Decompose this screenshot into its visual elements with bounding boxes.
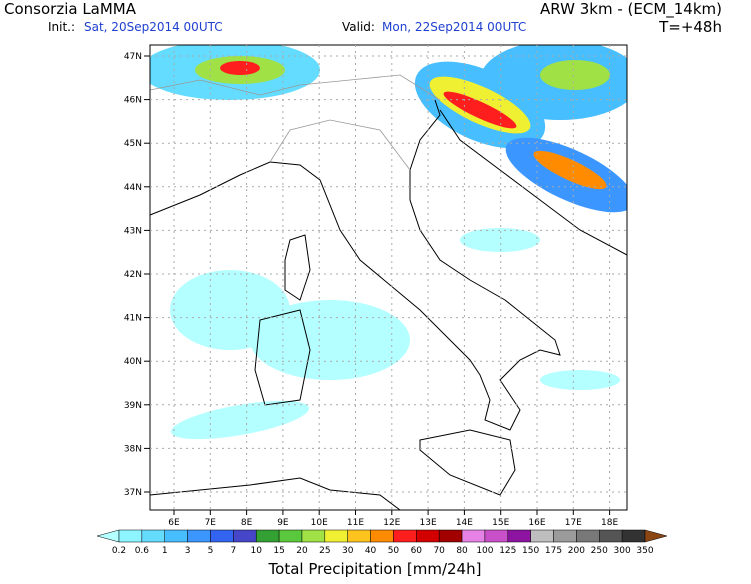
colorbar-label: 3 [185,546,191,556]
colorbar-box [438,529,463,543]
colorbar-label: 125 [499,546,516,556]
lon-label: 9E [277,518,289,528]
lon-label: 14E [456,518,473,528]
lat-label: 39N [124,401,142,411]
lat-label: 43N [124,226,142,236]
colorbar-label: 15 [273,546,284,556]
colorbar-label: 250 [591,546,608,556]
colorbar-label: 40 [365,546,377,556]
colorbar-label: 7 [230,546,236,556]
colorbar-box [576,529,600,543]
lon-label: 15E [492,518,509,528]
colorbar-box [507,529,531,543]
colorbar-box [393,529,417,543]
colorbar-label: 80 [456,546,468,556]
colorbar-label: 200 [568,546,585,556]
coastlines [149,99,628,511]
lon-label: 12E [383,518,400,528]
model: ARW 3km - (ECM_14km) [540,0,722,19]
colorbar-label: 1 [162,546,168,556]
lon-label: 7E [205,518,217,528]
lat-label: 44N [124,183,142,193]
colorbar-label: 175 [545,546,562,556]
colorbar-end [644,529,668,543]
lat-label: 38N [124,444,142,454]
precip-field [150,45,627,440]
colorbar-label: 30 [342,546,354,556]
lon-label: 6E [168,518,180,528]
lon-label: 10E [311,518,328,528]
lead-time: T=+48h [658,18,722,36]
colorbar-box [187,529,211,543]
valid-label: Valid: [342,20,375,34]
init-label: Init.: [48,20,75,34]
colorbar-label: 10 [250,546,262,556]
colorbar-label: 0.6 [135,546,150,556]
colorbar-end [96,529,120,543]
colorbar-box [416,529,440,543]
colorbar-label: 60 [411,546,423,556]
colorbar-box [324,529,348,543]
colorbar-box [255,529,280,543]
colorbar-box [370,529,394,543]
colorbar-box [484,529,509,543]
lon-label: 8E [241,518,253,528]
colorbar-box [164,529,188,543]
colorbar-box [210,529,234,543]
colorbar-box [553,529,577,543]
lon-label: 13E [420,518,437,528]
lat-label: 42N [124,270,142,280]
colorbar-box [301,529,326,543]
colorbar-label: 20 [296,546,308,556]
colorbar-box [278,529,303,543]
colorbar-label: 25 [319,546,330,556]
map: 47N 46N 45N 44N 43N 42N 41N 40N 39N 38N 37N 6E 7E 8E 9… [124,44,628,528]
lat-label: 40N [124,357,142,367]
lat-label: 47N [124,52,142,62]
valid-date: Mon, 22Sep2014 00UTC [382,20,526,34]
colorbar-box [461,529,486,543]
colorbar-label: 150 [522,546,539,556]
colorbar-box [621,529,646,543]
colorbar-label: 300 [614,546,631,556]
lat-label: 45N [124,139,142,149]
colorbar-box [530,529,554,543]
colorbar-box [118,529,143,543]
lat-label: 37N [124,488,142,498]
colorbar: 0.2 0.6 1 3 5 7 10 15 20 25 30 40 50 60 70 80 100 125 150 1… [96,529,668,556]
lon-label: 16E [528,518,545,528]
lon-label: 17E [565,518,582,528]
source: Consorzia LaMMA [4,0,137,18]
init-date: Sat, 20Sep2014 00UTC [84,20,223,34]
lon-label: 18E [601,518,618,528]
colorbar-box [141,529,165,543]
colorbar-label: 350 [636,546,653,556]
colorbar-label: 100 [476,546,493,556]
lat-label: 46N [124,96,142,106]
colorbar-box [233,529,257,543]
lon-label: 11E [347,518,364,528]
colorbar-label: 0.2 [112,546,126,556]
map-frame [149,44,628,511]
colorbar-box [347,529,371,543]
colorbar-label: 50 [388,546,400,556]
colorbar-box [599,529,623,543]
colorbar-label: 5 [208,546,214,556]
colorbar-title: Total Precipitation [mm/24h] [268,560,482,578]
colorbar-label: 70 [433,546,445,556]
lat-label: 41N [124,314,142,324]
